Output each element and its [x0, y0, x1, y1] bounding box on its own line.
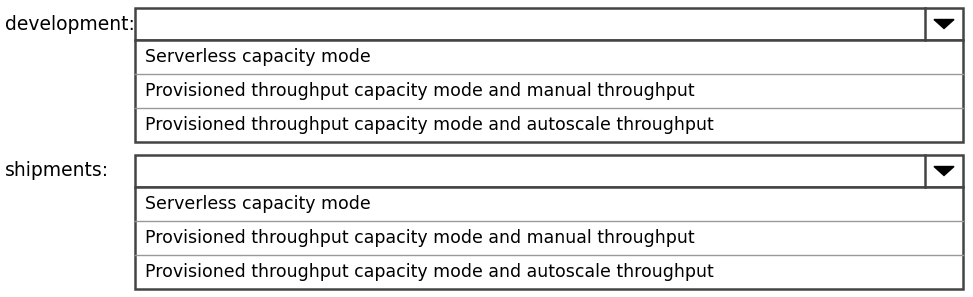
Polygon shape	[934, 20, 954, 29]
Text: Provisioned throughput capacity mode and manual throughput: Provisioned throughput capacity mode and…	[145, 82, 695, 100]
Text: Provisioned throughput capacity mode and autoscale throughput: Provisioned throughput capacity mode and…	[145, 263, 714, 281]
Polygon shape	[934, 167, 954, 176]
Bar	[135, 155, 963, 187]
Text: shipments:: shipments:	[5, 162, 109, 181]
Text: Provisioned throughput capacity mode and manual throughput: Provisioned throughput capacity mode and…	[145, 229, 695, 247]
Bar	[135, 8, 963, 40]
Bar	[135, 187, 963, 289]
Text: development:: development:	[5, 15, 135, 34]
Text: Provisioned throughput capacity mode and autoscale throughput: Provisioned throughput capacity mode and…	[145, 116, 714, 134]
Text: Serverless capacity mode: Serverless capacity mode	[145, 48, 371, 66]
Bar	[135, 40, 963, 142]
Text: Serverless capacity mode: Serverless capacity mode	[145, 195, 371, 213]
